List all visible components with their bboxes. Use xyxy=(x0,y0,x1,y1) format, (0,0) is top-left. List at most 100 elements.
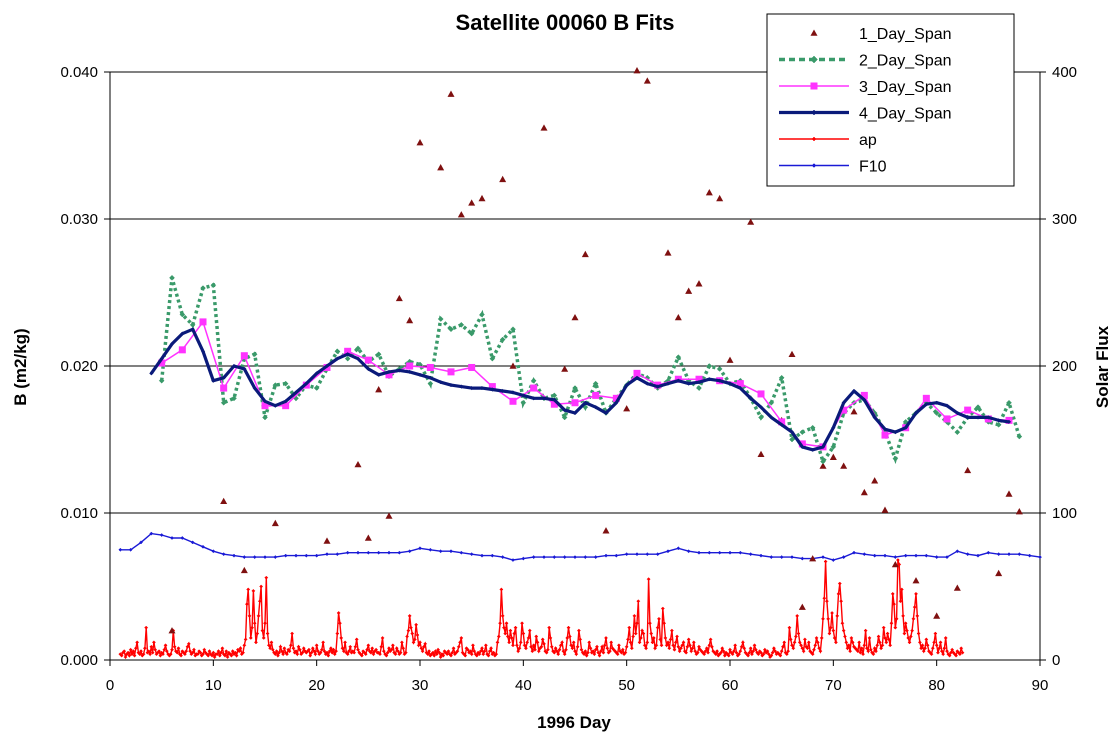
data-point xyxy=(726,653,731,658)
data-point xyxy=(220,384,228,392)
data-point xyxy=(483,643,488,648)
data-point xyxy=(771,646,776,651)
data-point xyxy=(800,646,805,651)
data-point xyxy=(272,382,279,388)
data-point xyxy=(132,653,137,658)
data-point xyxy=(486,653,491,658)
data-point xyxy=(540,124,548,131)
data-point xyxy=(343,640,348,645)
data-point xyxy=(212,655,217,660)
data-point xyxy=(238,646,243,651)
data-point xyxy=(304,553,309,558)
data-point xyxy=(487,649,492,654)
data-point xyxy=(850,640,855,645)
data-point xyxy=(722,653,727,658)
data-point xyxy=(758,414,764,421)
data-point xyxy=(480,553,484,558)
data-point xyxy=(151,640,156,645)
data-point xyxy=(653,646,658,651)
data-point xyxy=(200,349,206,354)
data-point xyxy=(323,537,331,544)
data-point xyxy=(920,643,925,648)
data-point xyxy=(924,402,929,407)
data-point xyxy=(895,558,900,562)
data-point xyxy=(324,363,330,369)
data-point xyxy=(731,649,736,654)
tick-labels: 0.000 0.010 0.020 0.030 0.040 0 100 200 300 400 0 1… xyxy=(60,64,1077,694)
data-point xyxy=(468,330,475,337)
data-point xyxy=(773,649,778,654)
data-point xyxy=(676,378,681,383)
data-point xyxy=(162,647,167,652)
data-point xyxy=(544,650,549,655)
data-point xyxy=(668,637,673,642)
data-point xyxy=(265,631,270,636)
data-point xyxy=(270,647,275,652)
data-point xyxy=(385,371,393,379)
data-point xyxy=(616,643,621,648)
data-point xyxy=(884,640,889,645)
data-point xyxy=(795,613,800,618)
data-point xyxy=(150,650,155,655)
data-point xyxy=(851,388,857,394)
series-line xyxy=(149,327,1010,452)
x-tick-label: 80 xyxy=(928,677,945,694)
data-point xyxy=(211,549,216,554)
data-point xyxy=(717,378,722,383)
data-point xyxy=(449,549,453,554)
data-point xyxy=(843,634,847,639)
data-point xyxy=(313,652,318,657)
data-point xyxy=(207,649,212,654)
data-point xyxy=(790,643,794,648)
data-point xyxy=(805,646,810,651)
data-point xyxy=(733,643,738,648)
data-point xyxy=(159,356,164,361)
data-point xyxy=(860,391,868,399)
data-point xyxy=(355,345,361,352)
data-point xyxy=(128,547,133,552)
data-point xyxy=(761,652,766,657)
data-point xyxy=(798,440,806,448)
data-point xyxy=(882,427,888,432)
data-point xyxy=(976,553,980,558)
data-point xyxy=(866,649,871,654)
data-point xyxy=(139,649,143,654)
data-point xyxy=(158,359,166,367)
data-point xyxy=(769,653,774,658)
data-point xyxy=(379,644,384,649)
data-point xyxy=(451,646,456,651)
data-point xyxy=(789,436,795,443)
data-point xyxy=(659,643,664,648)
data-point xyxy=(190,540,195,545)
data-point xyxy=(406,316,414,324)
data-point xyxy=(841,628,846,633)
data-point xyxy=(883,635,887,640)
data-point xyxy=(664,249,672,256)
data-point xyxy=(829,453,837,460)
data-point xyxy=(149,531,154,536)
data-point xyxy=(598,649,603,654)
data-point xyxy=(758,405,764,410)
data-point xyxy=(283,399,288,404)
data-point xyxy=(657,616,661,621)
data-point xyxy=(631,634,636,639)
data-point xyxy=(975,404,981,411)
data-point xyxy=(779,649,784,654)
data-point xyxy=(680,643,685,648)
data-point xyxy=(407,613,412,618)
data-point xyxy=(210,282,217,289)
data-point xyxy=(583,555,588,560)
data-point xyxy=(468,363,476,371)
data-point xyxy=(438,549,443,554)
data-point xyxy=(514,643,519,648)
data-point xyxy=(877,640,882,645)
data-point xyxy=(502,625,506,630)
data-point xyxy=(542,641,546,646)
data-point xyxy=(403,650,408,655)
data-point xyxy=(376,550,381,555)
data-point xyxy=(748,396,753,401)
data-point xyxy=(673,640,678,645)
data-point xyxy=(525,640,530,645)
data-point xyxy=(801,649,806,654)
data-point xyxy=(137,652,142,657)
